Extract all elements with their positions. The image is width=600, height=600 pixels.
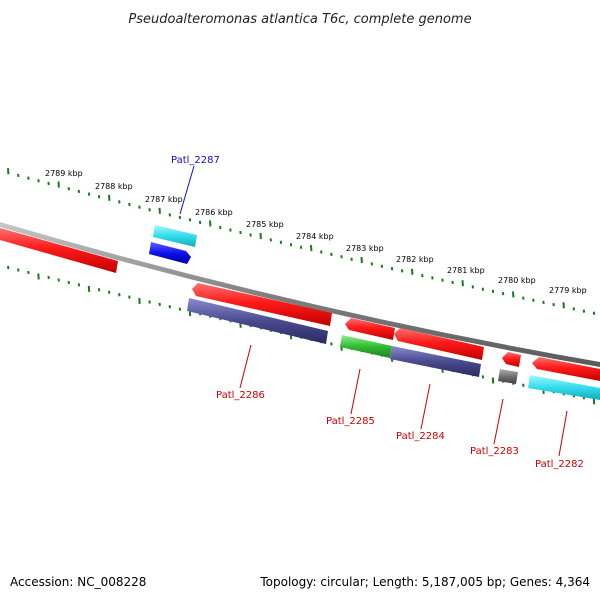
gene-patl-2286-cds[interactable] (187, 298, 328, 344)
leader-patl-2282 (558, 410, 568, 457)
tick-label-2780: 2780 kbp (498, 276, 536, 285)
tick-label-2788: 2788 kbp (95, 182, 133, 191)
genome-summary-text: Topology: circular; Length: 5,187,005 bp… (259, 575, 590, 589)
leader-patl-2285 (350, 368, 361, 415)
scale-labels: 2789 kbp 2788 kbp 2787 kbp 2786 kbp 2785… (45, 169, 587, 295)
genome-backbone (0, 222, 600, 367)
gene-label-patl-2287[interactable]: Patl_2287 (171, 155, 220, 166)
tick-label-2784: 2784 kbp (296, 232, 334, 241)
tick-label-2787: 2787 kbp (145, 195, 183, 204)
tick-label-2782: 2782 kbp (396, 255, 434, 264)
gene-label-patl-2284[interactable]: Patl_2284 (396, 431, 445, 442)
tick-label-2786: 2786 kbp (195, 208, 233, 217)
leader-patl-2286 (239, 344, 252, 389)
gene-patl-2285-cds[interactable] (340, 335, 392, 358)
leader-patl-2284 (420, 383, 431, 430)
gene-label-patl-2283[interactable]: Patl_2283 (470, 446, 519, 457)
gene-patl-2285[interactable] (345, 318, 395, 340)
gene-patl-2284[interactable] (394, 328, 484, 360)
gene-patl-2284-cds[interactable] (390, 346, 481, 377)
gene-patl-2282[interactable] (532, 357, 600, 381)
gene-patl-2283-cds[interactable] (498, 369, 518, 384)
tick-label-2789: 2789 kbp (45, 169, 83, 178)
leader-patl-2283 (493, 398, 504, 445)
tick-label-2785: 2785 kbp (246, 220, 284, 229)
gene-patl-2287-cds[interactable] (153, 225, 197, 247)
tick-label-2779: 2779 kbp (549, 286, 587, 295)
gene-label-patl-2282[interactable]: Patl_2282 (535, 459, 584, 470)
gene-label-patl-2285[interactable]: Patl_2285 (326, 416, 375, 427)
tick-label-2781: 2781 kbp (447, 266, 485, 275)
tick-label-2783: 2783 kbp (346, 244, 384, 253)
gene-patl-2283[interactable] (502, 352, 521, 367)
gene-left-partial[interactable] (0, 228, 118, 273)
gene-patl-2286[interactable] (192, 283, 332, 326)
gene-patl-2282-cds[interactable] (528, 375, 600, 400)
outer-tick-row (7, 168, 596, 315)
gene-patl-2287[interactable] (149, 242, 191, 264)
leader-patl-2287 (179, 165, 195, 215)
map-title: Pseudoalteromonas atlantica T6c, complet… (128, 12, 471, 27)
accession-text: Accession: NC_008228 (10, 575, 146, 589)
gene-label-patl-2286[interactable]: Patl_2286 (216, 390, 265, 401)
